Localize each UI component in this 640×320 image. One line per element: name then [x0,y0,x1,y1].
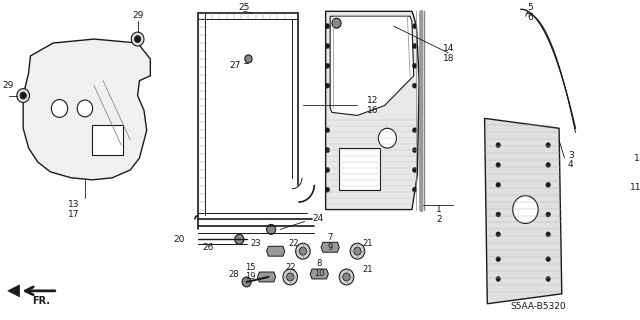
Circle shape [496,182,500,187]
Circle shape [496,163,500,167]
Circle shape [496,143,500,148]
Circle shape [20,92,26,99]
Circle shape [412,167,417,172]
Text: 8: 8 [317,259,322,268]
Circle shape [131,32,144,46]
Circle shape [546,143,550,148]
Text: 11: 11 [630,183,640,192]
Circle shape [77,100,93,117]
Text: 25: 25 [238,3,250,12]
Text: 13: 13 [68,200,80,209]
Text: FR.: FR. [33,296,51,306]
Text: 23: 23 [250,239,261,248]
Text: 7: 7 [328,233,333,242]
Polygon shape [23,39,150,180]
Circle shape [325,148,330,153]
Circle shape [296,243,310,259]
Circle shape [412,63,417,68]
Text: 28: 28 [228,269,239,278]
Text: 5: 5 [527,3,533,12]
Text: 16: 16 [367,106,378,115]
Circle shape [235,234,244,244]
Circle shape [244,55,252,63]
Polygon shape [267,246,285,256]
Circle shape [496,276,500,281]
Circle shape [267,224,276,234]
Circle shape [412,83,417,88]
Text: 9: 9 [328,243,333,252]
Circle shape [300,247,307,255]
Circle shape [287,273,294,281]
Text: 6: 6 [527,13,533,22]
Circle shape [546,212,550,217]
Text: 14: 14 [443,44,454,53]
Circle shape [496,212,500,217]
Text: 19: 19 [245,272,256,282]
Text: 3: 3 [568,150,573,160]
Text: S5AA-B5320: S5AA-B5320 [511,302,566,311]
Text: 1: 1 [436,205,442,214]
Circle shape [325,128,330,133]
Circle shape [546,257,550,262]
Circle shape [412,128,417,133]
Circle shape [412,187,417,192]
Text: 21: 21 [363,265,373,274]
Circle shape [17,89,29,102]
Text: 17: 17 [68,210,80,219]
Text: 26: 26 [202,243,213,252]
Text: 24: 24 [312,214,323,223]
Circle shape [412,148,417,153]
Text: 21: 21 [363,239,373,248]
Circle shape [325,83,330,88]
Circle shape [513,196,538,223]
Text: 18: 18 [442,54,454,63]
Polygon shape [607,183,625,193]
Text: 22: 22 [285,263,296,272]
Circle shape [325,24,330,29]
Polygon shape [257,272,276,282]
Circle shape [332,18,341,28]
Text: 27: 27 [229,61,241,70]
Circle shape [242,277,251,287]
Text: 15: 15 [245,263,256,272]
Text: 29: 29 [132,11,143,20]
Circle shape [412,44,417,48]
Circle shape [325,187,330,192]
Text: 29: 29 [2,81,13,90]
Circle shape [325,44,330,48]
Circle shape [496,232,500,237]
Circle shape [325,63,330,68]
Circle shape [354,247,361,255]
Circle shape [343,273,350,281]
Text: 2: 2 [436,215,442,224]
Text: 12: 12 [367,96,378,105]
Polygon shape [339,148,380,190]
Circle shape [412,24,417,29]
Text: 22: 22 [289,239,299,248]
Circle shape [378,128,396,148]
Polygon shape [310,269,328,279]
Text: 10: 10 [314,268,324,277]
Polygon shape [326,11,419,210]
Circle shape [546,276,550,281]
Circle shape [496,257,500,262]
Circle shape [339,269,354,285]
Circle shape [546,163,550,167]
Polygon shape [321,242,339,252]
Circle shape [51,100,68,117]
Circle shape [325,167,330,172]
Circle shape [546,182,550,187]
Polygon shape [92,125,123,155]
Polygon shape [330,16,413,116]
Circle shape [546,232,550,237]
Text: 20: 20 [173,235,185,244]
Circle shape [134,36,141,43]
Polygon shape [8,285,20,297]
Text: 11: 11 [634,154,640,163]
Polygon shape [484,118,562,304]
Text: 4: 4 [568,160,573,170]
Circle shape [283,269,298,285]
Circle shape [350,243,365,259]
Polygon shape [612,153,630,163]
